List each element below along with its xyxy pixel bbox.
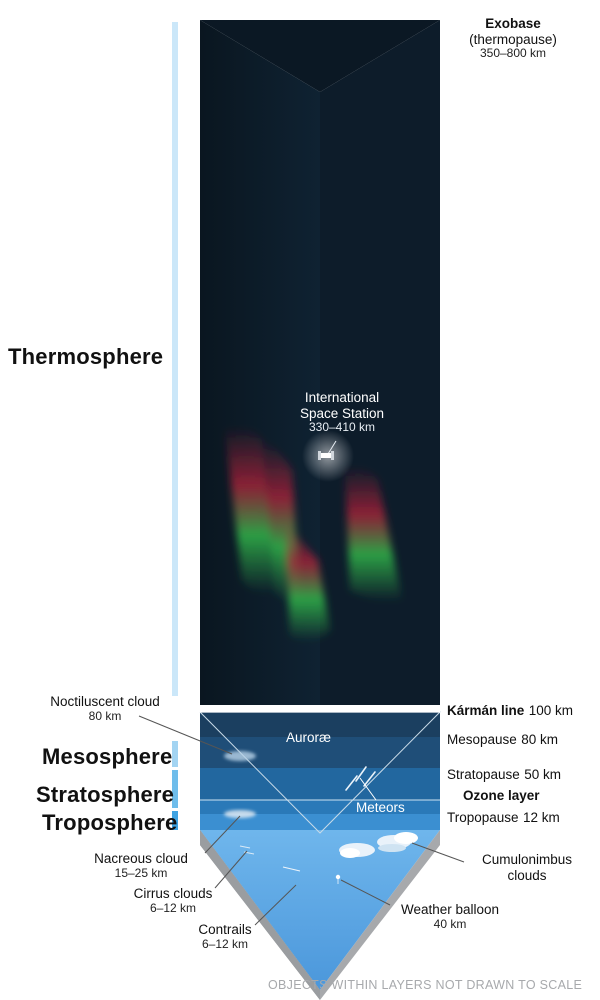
contrails <box>282 866 301 872</box>
tropopause-name: Tropopause <box>447 810 519 825</box>
cirrus-label: Cirrus clouds 6–12 km <box>125 886 221 915</box>
aurora <box>225 426 402 642</box>
cumulonimbus-line2: clouds <box>507 867 547 883</box>
mesopause-alt: 80 km <box>521 732 559 747</box>
cumulonimbus-leader <box>411 842 465 863</box>
tropopause-label: Tropopause 12 km <box>447 809 560 827</box>
aurorae-label: Auroræ <box>286 730 332 745</box>
contrails-label: Contrails 6–12 km <box>190 922 260 951</box>
cirrus-name: Cirrus clouds <box>133 886 213 901</box>
scale-footnote: OBJECTS WITHIN LAYERS NOT DRAWN TO SCALE <box>268 978 583 992</box>
stratosphere-band <box>200 768 440 814</box>
thermosphere-bar <box>172 22 178 696</box>
weather-balloon <box>335 874 341 884</box>
thermosphere-label: Thermosphere <box>8 344 164 369</box>
balloon-label: Weather balloon 40 km <box>384 902 516 931</box>
meteors-leader <box>359 777 377 801</box>
thermosphere-column <box>200 20 440 705</box>
exobase-label: Exobase (thermopause) 350–800 km <box>458 16 568 61</box>
balloon-name: Weather balloon <box>400 902 500 917</box>
noctilucent-label: Noctiluscent cloud 80 km <box>34 694 176 723</box>
karman-alt: 100 km <box>528 703 574 718</box>
cirrus-alt: 6–12 km <box>149 900 197 915</box>
nacreous-alt: 15–25 km <box>114 865 168 880</box>
meteors-label: Meteors <box>356 800 405 815</box>
tropopause-alt: 12 km <box>523 810 560 825</box>
troposphere-bar <box>172 811 178 830</box>
stratopause-alt: 50 km <box>524 767 562 782</box>
stratosphere-bar <box>172 770 178 808</box>
balloon-alt: 40 km <box>433 916 467 931</box>
noctilucent-alt: 80 km <box>88 708 122 723</box>
iss-range: 330–410 km <box>308 420 376 435</box>
troposphere-label: Troposphere <box>42 810 178 835</box>
contrails-leader <box>254 884 297 926</box>
cumulonimbus-line1: Cumulonimbus <box>481 852 573 867</box>
karman-name: Kármán line <box>447 703 525 718</box>
meteor-streaks <box>345 766 376 791</box>
mesosphere-bar <box>172 741 178 767</box>
ground-pyramid <box>200 830 440 1000</box>
mesosphere-band <box>200 712 440 768</box>
iss-line1: International <box>304 390 380 405</box>
contrails-name: Contrails <box>198 922 252 937</box>
cumulonimbus-label: Cumulonimbus clouds <box>466 852 588 883</box>
exobase-alt: (thermopause) <box>469 31 557 47</box>
ozone-label: Ozone layer <box>463 788 540 803</box>
nacreous-label: Nacreous cloud 15–25 km <box>82 851 200 880</box>
balloon-leader <box>340 879 391 906</box>
stratosphere-label: Stratosphere <box>36 782 175 807</box>
exobase-range: 350–800 km <box>479 46 547 61</box>
nacreous-name: Nacreous cloud <box>94 851 188 866</box>
troposphere-band <box>200 814 440 830</box>
noctilucent-name: Noctiluscent cloud <box>50 694 160 709</box>
noctilucent-leader <box>138 715 233 755</box>
karman-label: Kármán line 100 km <box>447 702 573 720</box>
mesopause-name: Mesopause <box>447 732 517 747</box>
cumulonimbus-clouds <box>339 832 418 858</box>
iss-marker <box>302 430 354 482</box>
stratopause-label: Stratopause 50 km <box>447 766 561 784</box>
contrails-alt: 6–12 km <box>201 936 249 951</box>
mesopause-label: Mesopause 80 km <box>447 731 558 749</box>
stratopause-name: Stratopause <box>447 767 520 782</box>
iss-line2: Space Station <box>299 405 385 421</box>
mesosphere-label: Mesosphere <box>42 744 173 769</box>
iss-label: International Space Station 330–410 km <box>284 390 400 435</box>
nacreous-cloud <box>224 810 256 818</box>
nacreous-leader <box>204 815 241 854</box>
cirrus-leader <box>214 850 248 889</box>
exobase-name: Exobase <box>485 16 541 31</box>
